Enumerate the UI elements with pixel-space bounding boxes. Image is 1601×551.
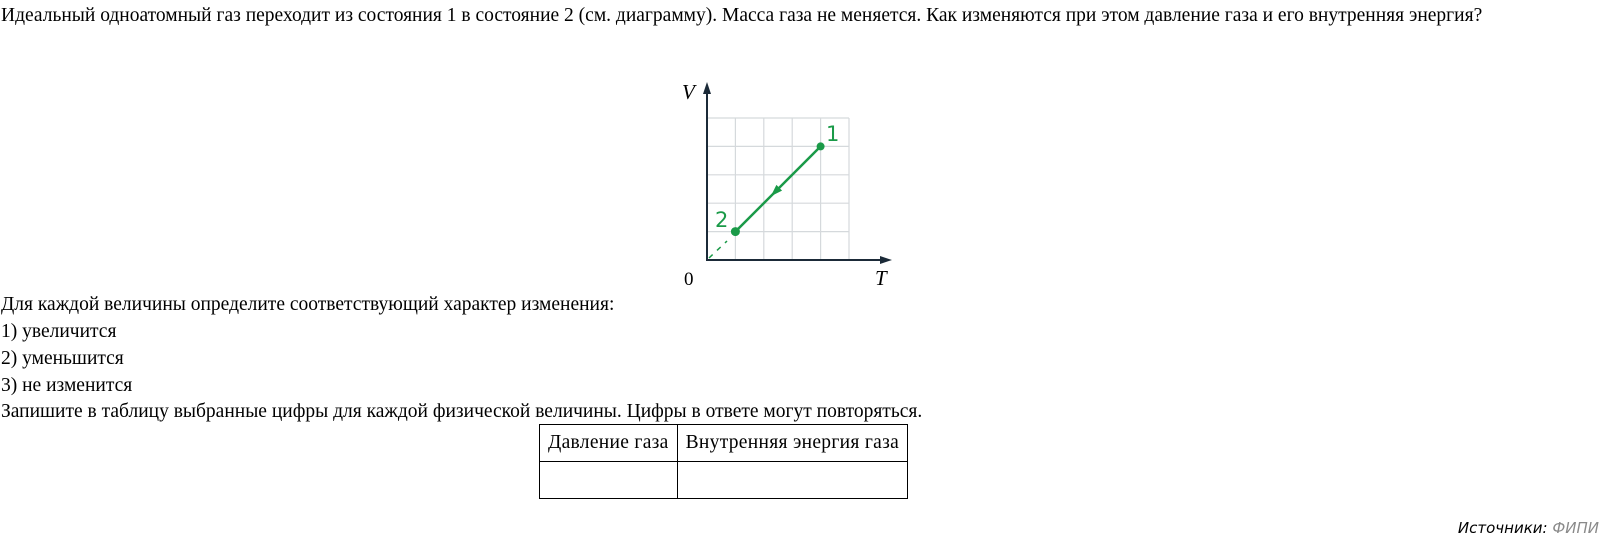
option-3: 3) не изменится — [1, 375, 133, 396]
point-2 — [730, 227, 740, 237]
answer-pressure-cell[interactable] — [539, 461, 678, 499]
question-text: Идеальный одноатомный газ переходит из с… — [1, 5, 1483, 26]
point-2-label: 2 — [715, 208, 728, 232]
answer-table: Давление газа Внутренняя энергия газа — [539, 424, 909, 499]
origin-label: 0 — [684, 269, 694, 290]
t-axis-arrow-icon — [880, 256, 892, 264]
instruction-text: Для каждой величины определите соответст… — [1, 294, 615, 315]
header-internal-energy: Внутренняя энергия газа — [676, 424, 909, 462]
v-axis-arrow-icon — [703, 82, 711, 94]
direction-arrow-icon — [770, 184, 783, 197]
t-axis-label: T — [875, 266, 888, 290]
option-1: 1) увеличится — [1, 321, 117, 342]
grid — [707, 117, 850, 260]
point-1 — [816, 142, 825, 151]
source-label: Источники: — [1457, 519, 1548, 537]
dashed-extension — [708, 240, 728, 259]
option-2: 2) уменьшится — [1, 348, 124, 369]
point-1-label: 1 — [826, 122, 839, 146]
answer-energy-cell[interactable] — [676, 461, 909, 499]
source-link[interactable]: ФИПИ — [1552, 519, 1599, 537]
header-pressure: Давление газа — [539, 424, 678, 462]
source: Источники: ФИПИ — [1458, 519, 1599, 537]
task-text: Запишите в таблицу выбранные цифры для к… — [1, 401, 923, 422]
v-axis-label: V — [682, 80, 697, 104]
